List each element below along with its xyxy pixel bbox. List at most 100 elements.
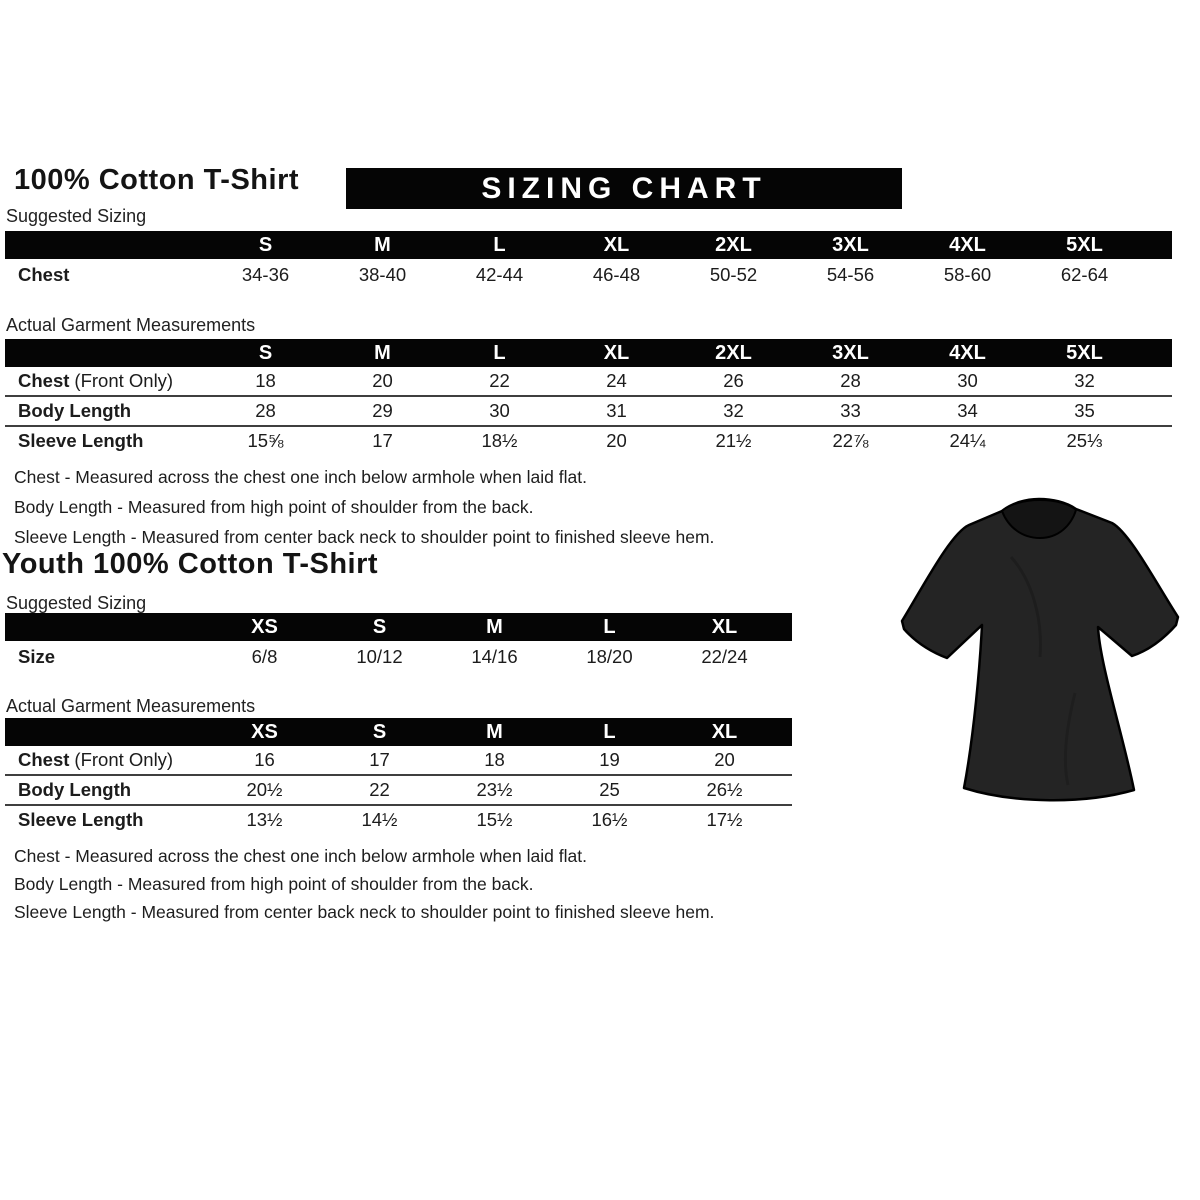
cell: 18 (255, 370, 276, 391)
column-header: XL (667, 718, 782, 746)
cell: 31 (558, 395, 675, 426)
cell: 30 (441, 395, 558, 426)
column-header: S (322, 718, 437, 746)
cell: 25 (552, 774, 667, 805)
header-spacer (5, 613, 207, 641)
table-row: Body Length 20½ 22 23½ 25 26½ (5, 774, 792, 805)
table-header-row: S M L XL 2XL 3XL 4XL 5XL (5, 339, 1172, 367)
column-header: S (207, 231, 324, 259)
cell: 17½ (667, 804, 782, 834)
column-header: 5XL (1026, 339, 1143, 367)
table-row: Sleeve Length 15⅝ 17 18½ 20 21½ 22⅞ 24¼ … (5, 425, 1172, 455)
row-label-suffix: (Front Only) (74, 370, 174, 391)
row-label: Size (18, 645, 56, 667)
column-header: M (437, 718, 552, 746)
column-header: M (324, 339, 441, 367)
cell-spacer (782, 641, 792, 672)
tshirt-wrinkle-line (1063, 692, 1077, 786)
cell-spacer (1143, 259, 1172, 290)
column-header: 3XL (792, 339, 909, 367)
cell: 18 (484, 749, 505, 770)
adult-actual-measurements-label: Actual Garment Measurements (6, 315, 256, 335)
cell: 50-52 (709, 263, 758, 285)
column-header: 5XL (1026, 231, 1143, 259)
cell-spacer (1143, 425, 1172, 455)
row-label: Chest (18, 263, 70, 285)
row-label-main: Chest (18, 370, 70, 391)
cell: 34-36 (241, 263, 290, 285)
cell: 16½ (552, 804, 667, 834)
column-header: 2XL (675, 231, 792, 259)
cell-spacer (1143, 367, 1172, 396)
note-line: Body Length - Measured from high point o… (14, 874, 534, 894)
column-header: XL (558, 231, 675, 259)
table-row: Sleeve Length 13½ 14½ 15½ 16½ 17½ (5, 804, 792, 834)
cell: 17 (324, 425, 441, 455)
cell-spacer (782, 746, 792, 775)
cell: 62-64 (1060, 263, 1109, 285)
cell: 32 (675, 395, 792, 426)
column-header: 4XL (909, 231, 1026, 259)
column-header: XS (207, 718, 322, 746)
cell: 17 (369, 749, 390, 770)
youth-actual-measurements-label: Actual Garment Measurements (6, 696, 256, 716)
cell: 25⅓ (1026, 425, 1143, 455)
cell: 58-60 (943, 263, 992, 285)
column-header: S (322, 613, 437, 641)
adult-actual-measurements-table: S M L XL 2XL 3XL 4XL 5XL Chest (Front Onl… (5, 339, 1172, 455)
table-header-row: S M L XL 2XL 3XL 4XL 5XL (5, 231, 1172, 259)
row-label: Body Length (5, 395, 207, 426)
adult-suggested-sizing-label: Suggested Sizing (6, 206, 147, 226)
cell: 22⅞ (792, 425, 909, 455)
column-header: XL (558, 339, 675, 367)
cell-spacer (1143, 395, 1172, 426)
column-header: M (324, 231, 441, 259)
cell: 6/8 (251, 645, 278, 667)
page-title: 100% Cotton T-Shirt (14, 164, 300, 196)
cell: 38-40 (358, 263, 407, 285)
tshirt-wrinkle-line (1009, 555, 1042, 658)
tshirt-product-image (900, 497, 1180, 802)
cell: 28 (207, 395, 324, 426)
cell: 19 (599, 749, 620, 770)
header-spacer (5, 231, 207, 259)
sizing-chart-banner: SIZING CHART (346, 168, 902, 209)
cell: 46-48 (592, 263, 641, 285)
cell: 42-44 (475, 263, 524, 285)
sizing-chart-banner-text: SIZING CHART (481, 171, 767, 205)
youth-suggested-sizing-label: Suggested Sizing (6, 593, 147, 613)
table-row: Body Length 28 29 30 31 32 33 34 35 (5, 395, 1172, 426)
cell: 26 (723, 370, 744, 391)
cell: 15½ (437, 804, 552, 834)
column-header: L (552, 718, 667, 746)
column-header: L (441, 231, 558, 259)
table-header-row: XS S M L XL (5, 613, 792, 641)
header-spacer (782, 718, 792, 746)
cell: 16 (254, 749, 275, 770)
cell: 10/12 (356, 645, 403, 667)
adult-measurement-notes: Chest - Measured across the chest one in… (14, 462, 714, 552)
note-line: Sleeve Length - Measured from center bac… (14, 902, 715, 922)
note-line: Chest - Measured across the chest one in… (14, 846, 587, 866)
row-label-main: Chest (18, 749, 70, 770)
column-header: 4XL (909, 339, 1026, 367)
note-line: Body Length - Measured from high point o… (14, 497, 534, 517)
table-header-row: XS S M L XL (5, 718, 792, 746)
cell: 35 (1026, 395, 1143, 426)
cell: 22/24 (701, 645, 748, 667)
cell: 14½ (322, 804, 437, 834)
row-label: Sleeve Length (5, 425, 207, 455)
cell-spacer (782, 774, 792, 805)
tshirt-collar-shape (1000, 498, 1078, 540)
cell: 14/16 (471, 645, 518, 667)
cell: 32 (1074, 370, 1095, 391)
column-header: L (441, 339, 558, 367)
cell: 15⅝ (207, 425, 324, 455)
column-header: 2XL (675, 339, 792, 367)
row-label-suffix: (Front Only) (74, 749, 174, 770)
cell-spacer (782, 804, 792, 834)
cell: 20 (372, 370, 393, 391)
header-spacer (1143, 231, 1172, 259)
table-row: Chest 34-36 38-40 42-44 46-48 50-52 54-5… (5, 259, 1172, 290)
